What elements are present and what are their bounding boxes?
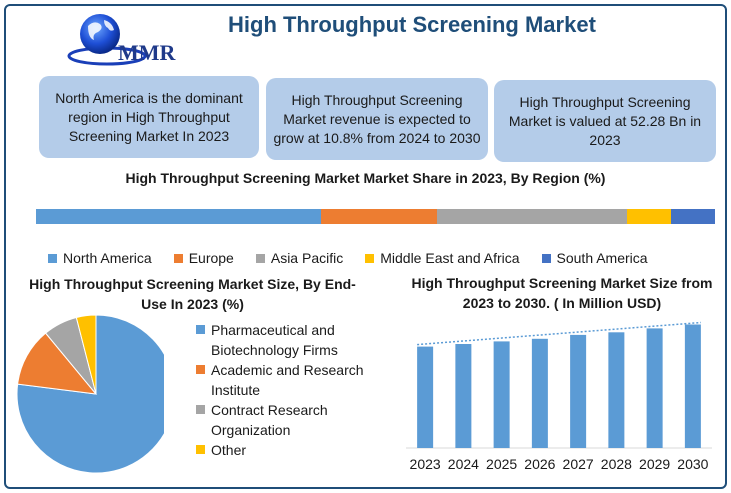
legend-swatch [48,253,57,263]
legend-label: Europe [188,250,234,266]
legend-item-asia-pacific: Asia Pacific [255,250,344,266]
bar-2027 [570,334,587,448]
legend-item-south-america: South America [541,250,648,266]
legend-swatch [255,253,265,263]
legend-label: Other [211,442,247,458]
legend-swatch [196,405,205,414]
pie-legend-item-contract-research-organization: Contract Research Organization [196,400,386,440]
region-share-title: High Throughput Screening Market Market … [125,170,606,186]
legend-label: Pharmaceutical and Biotechnology Firms [211,322,338,358]
x-tick-label: 2024 [448,456,479,472]
share-segment-europe [321,209,437,224]
legend-label: Contract Research Organization [211,402,328,438]
legend-label: South America [556,250,648,266]
bar-2026 [531,338,548,448]
region-legend: North America Europe Asia Pacific Middle Ea… [48,250,670,266]
x-tick-label: 2030 [677,456,708,472]
pie-legend-item-academic-and-research-institute: Academic and Research Institute [196,360,386,400]
pie-chart-title: High Throughput Screening Market Size, B… [29,276,356,312]
pie-slice-other [75,314,97,395]
bar-2028 [608,332,625,448]
pie-slice-academic-and-research-institute [17,332,98,395]
share-segment-asia-pacific [436,209,627,224]
x-tick-label: 2025 [486,456,517,472]
info-box-dominant-region: North America is the dominant region in … [39,76,259,158]
pie-legend-item-other: Other [196,440,386,460]
legend-swatch [196,365,205,374]
info-box-market-value: High Throughput Screening Market is valu… [494,80,716,162]
region-share-bar [36,209,715,224]
bar-2025 [493,341,510,448]
legend-item-north-america: North America [48,250,152,266]
share-segment-south-america [670,209,715,224]
x-tick-label: 2023 [410,456,441,472]
legend-item-europe: Europe [173,250,234,266]
legend-swatch [196,325,205,334]
mmr-logo [67,14,147,66]
legend-swatch [541,253,551,263]
bar-chart-title: High Throughput Screening Market Size fr… [411,275,713,311]
x-tick-label: 2027 [563,456,594,472]
pie-legend: Pharmaceutical and Biotechnology Firms Ac… [196,320,386,460]
end-use-pie-chart [16,314,164,474]
page-title: High Throughput Screening Market [228,12,596,37]
share-segment-north-america [36,209,322,224]
legend-label: Middle East and Africa [380,250,520,266]
bar-2030 [684,324,701,448]
x-tick-label: 2026 [524,456,555,472]
legend-item-middle-east-and-africa: Middle East and Africa [365,250,520,266]
x-tick-label: 2028 [601,456,632,472]
logo-text: MMR [118,40,176,65]
info-box-growth-rate: High Throughput Screening Market revenue… [266,78,488,160]
bar-2023 [417,346,434,448]
bar-2024 [455,344,472,448]
pie-slice-pharmaceutical-and-biotechnology-firms [16,314,164,474]
pie-legend-item-pharmaceutical-and-biotechnology-firms: Pharmaceutical and Biotechnology Firms [196,320,386,360]
market-size-bar-chart: 2023 2024 2025 2026 2027 2028 2029 2030 [406,321,712,472]
legend-label: Asia Pacific [270,250,344,266]
x-tick-label: 2029 [639,456,670,472]
legend-swatch [196,445,205,454]
legend-label: North America [63,250,152,266]
trendline [417,321,701,346]
legend-swatch [365,253,375,263]
bar-2029 [646,328,663,448]
share-segment-middle-east-and-africa [626,209,671,224]
legend-swatch [173,253,183,263]
legend-label: Academic and Research Institute [211,362,364,398]
